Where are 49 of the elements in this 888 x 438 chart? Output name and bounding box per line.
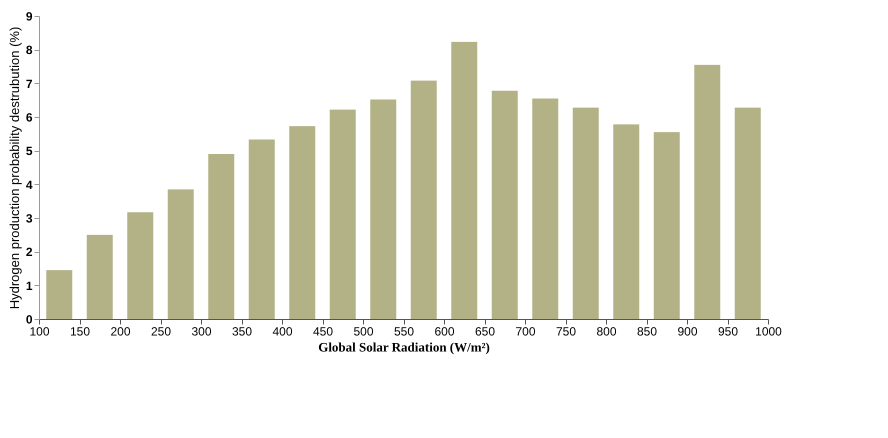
bar	[248, 140, 275, 319]
x-tick-label: 200	[110, 324, 131, 338]
y-tick-label: 2	[26, 245, 33, 260]
y-tick-label: 6	[26, 110, 33, 124]
bar	[168, 189, 194, 319]
x-tick-label: 950	[718, 324, 738, 338]
x-tick-label: 600	[434, 324, 455, 338]
x-tick-label: 850	[636, 324, 658, 338]
bar	[654, 132, 680, 319]
y-tick-label: 7	[26, 76, 33, 91]
x-tick-label: 750	[556, 324, 576, 338]
x-tick-label: 900	[677, 324, 698, 338]
x-tick-label: 350	[232, 324, 252, 338]
x-tick-label: 400	[272, 324, 293, 338]
bar	[532, 98, 558, 319]
bar	[289, 126, 316, 319]
x-tick-label: 100	[29, 324, 50, 338]
x-tick-label: 300	[191, 324, 212, 338]
bar	[451, 42, 478, 319]
x-axis-title: Global Solar Radiation (W/m²)	[318, 340, 490, 354]
x-tick-label: 1000	[755, 324, 782, 338]
bar	[330, 110, 356, 319]
y-tick-label: 1	[26, 278, 33, 293]
y-tick-label: 9	[26, 10, 33, 24]
x-tick-label: 450	[312, 324, 334, 338]
x-tick-label: 550	[394, 324, 414, 338]
y-tick-label: 4	[26, 178, 33, 192]
y-axis-title: Hydrogen production probability destrubution (%)	[6, 26, 22, 310]
x-tick-label: 150	[70, 324, 90, 338]
y-tick-label: 5	[26, 144, 33, 158]
bar	[410, 80, 437, 319]
bar	[694, 64, 720, 319]
bar	[492, 90, 518, 319]
x-tick-label: 650	[474, 324, 496, 338]
x-tick-label: 250	[150, 324, 172, 338]
bar	[370, 99, 396, 319]
bar	[86, 234, 113, 319]
x-tick-label: 800	[596, 324, 617, 338]
bar	[734, 108, 761, 319]
bar	[46, 270, 72, 319]
x-tick-label: 700	[515, 324, 536, 338]
x-tick-label: 500	[353, 324, 374, 338]
y-tick-label: 0	[26, 312, 33, 326]
bar	[613, 124, 640, 319]
y-tick-label: 3	[26, 212, 33, 226]
bar	[127, 212, 154, 319]
bar	[208, 154, 234, 319]
y-tick-label: 8	[26, 43, 33, 58]
bar	[572, 108, 599, 319]
